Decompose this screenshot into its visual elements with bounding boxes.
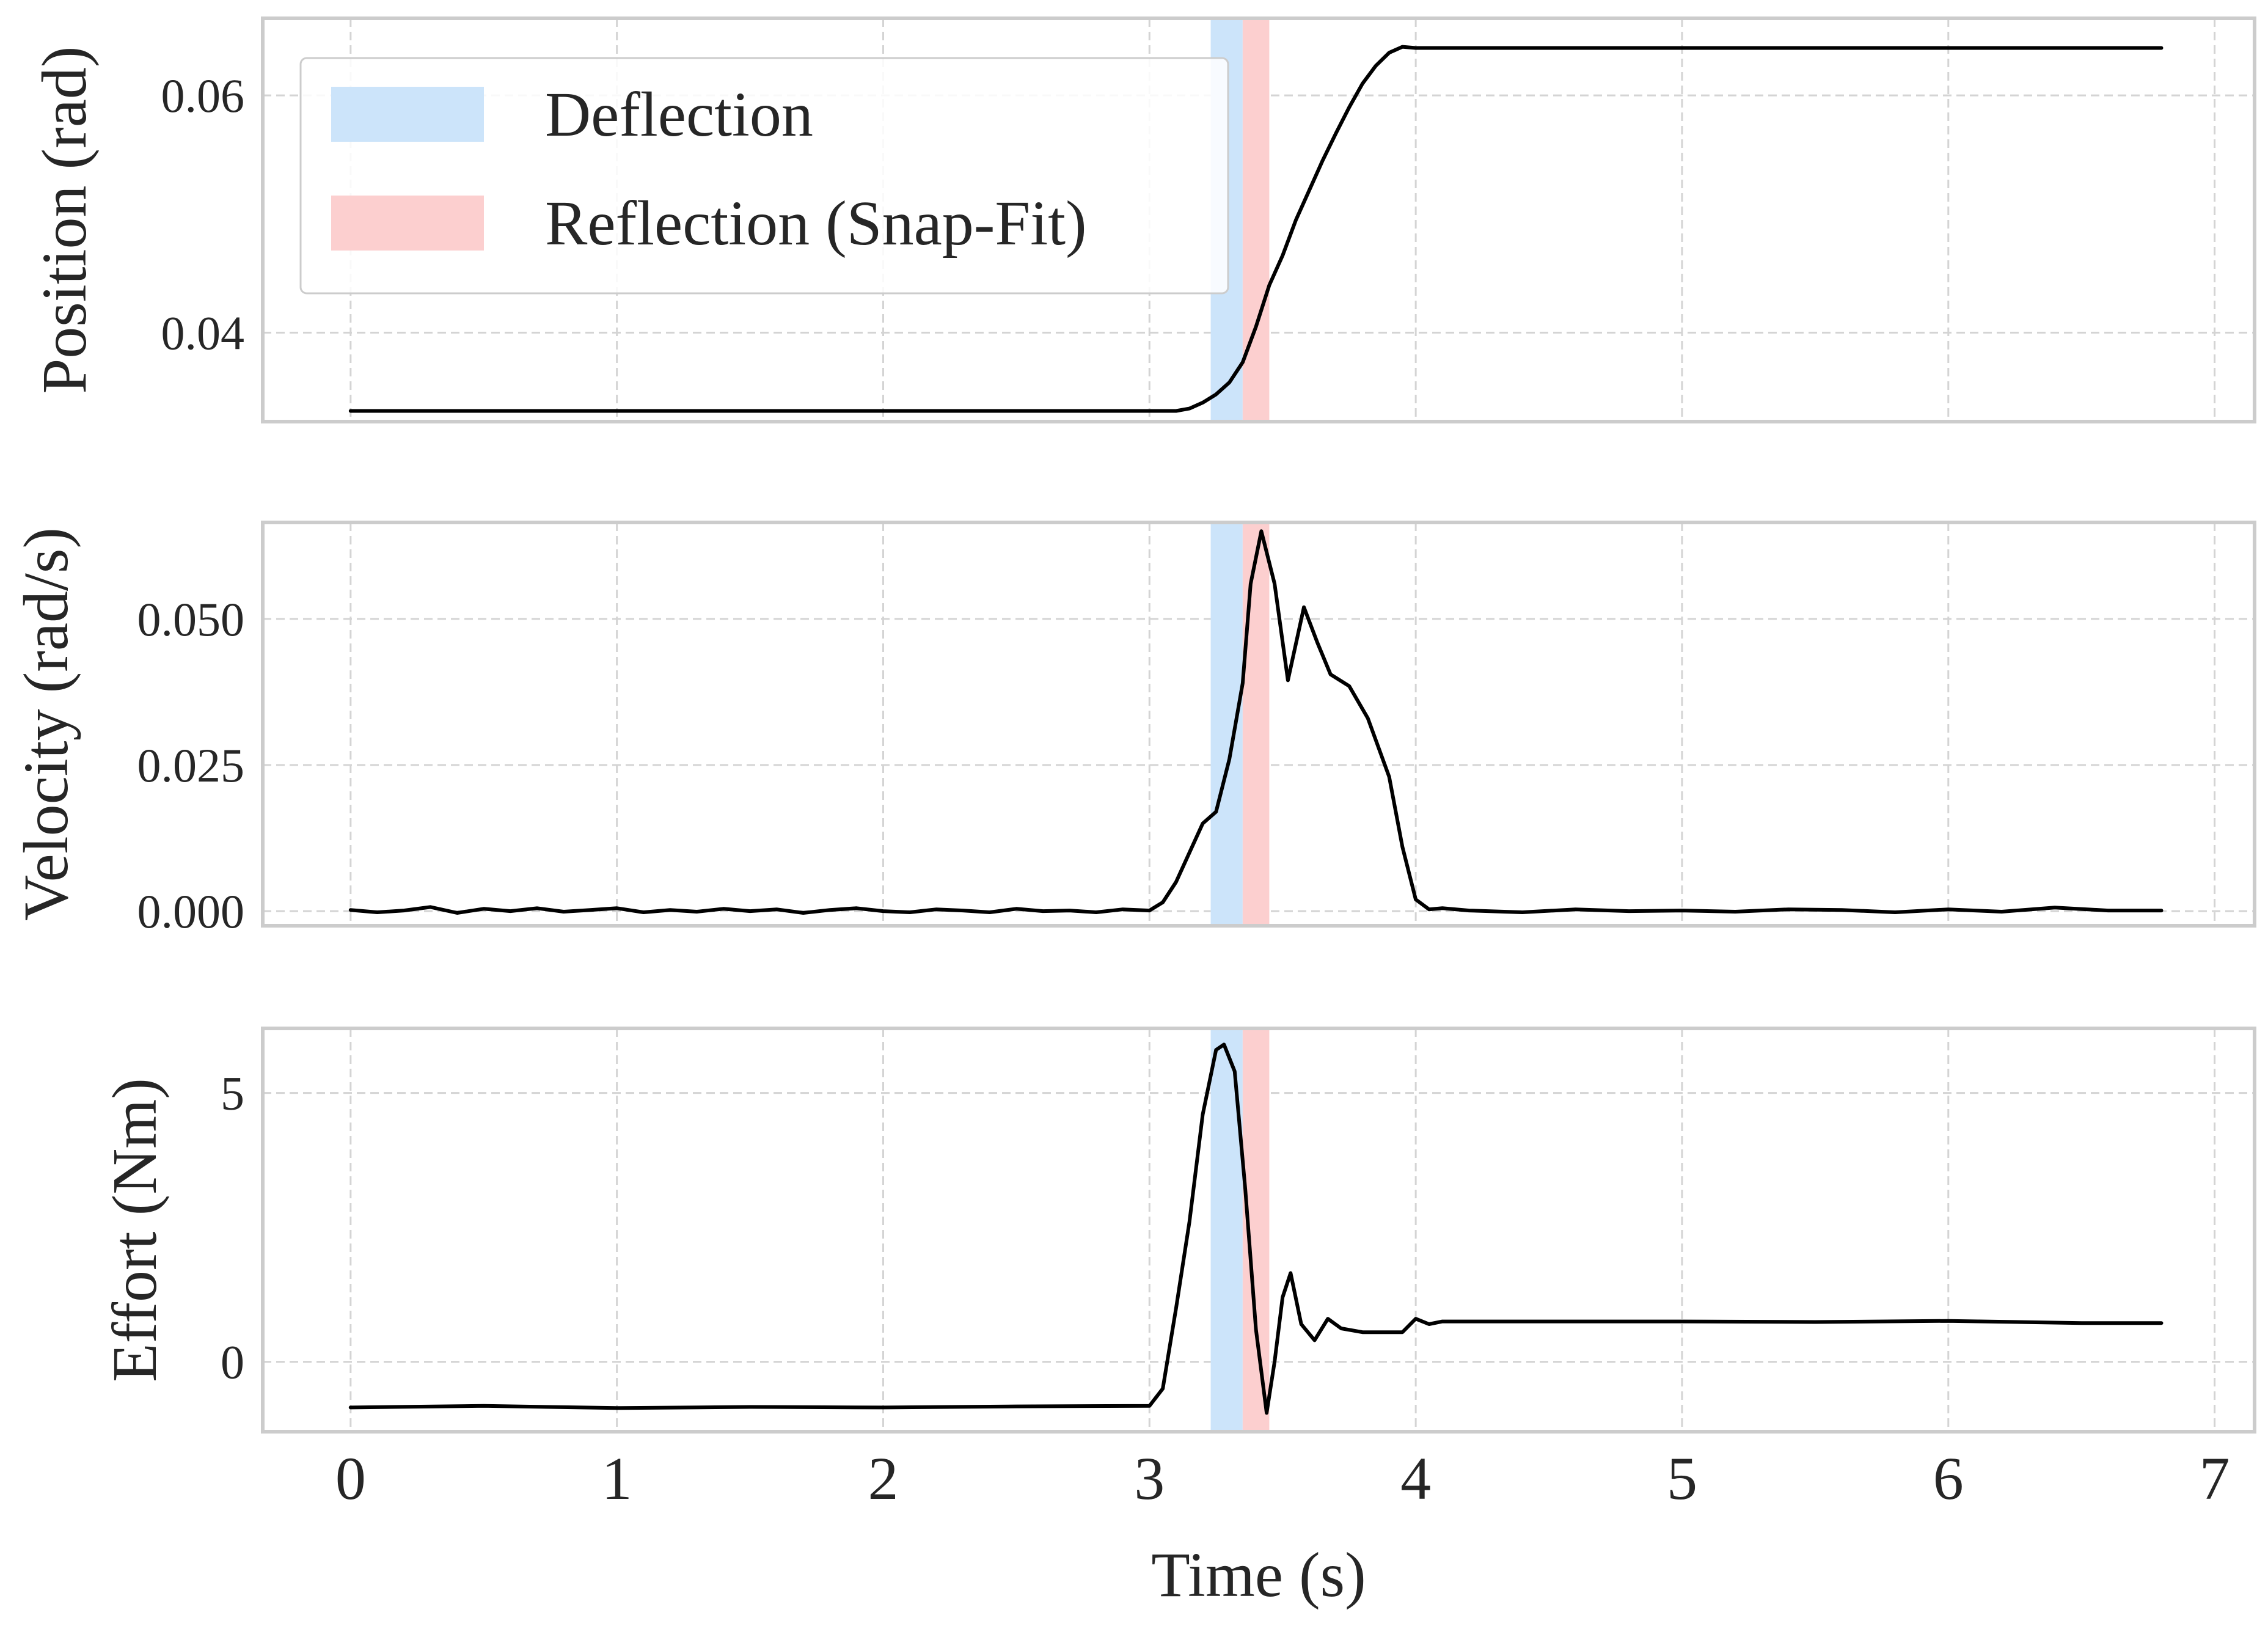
x-tick-label: 1: [602, 1445, 632, 1512]
x-tick-label: 2: [868, 1445, 898, 1512]
x-tick-label: 3: [1134, 1445, 1165, 1512]
x-tick-label: 4: [1400, 1445, 1431, 1512]
legend-label-deflection: Deflection: [545, 79, 813, 150]
legend-swatch-deflection: [331, 87, 484, 142]
x-tick-label: 7: [2200, 1445, 2230, 1512]
legend-frame: [299, 57, 1229, 295]
y-tick-label: 0.025: [137, 739, 245, 792]
reflection-band: [1242, 18, 1270, 422]
panel-2: 0 5 Effort (Nm) 0 1 2 3 4 5 6 7: [100, 1027, 2256, 1512]
y-tick-label: 5: [221, 1067, 244, 1120]
velocity-line: [348, 529, 2164, 915]
y-tick-label: 0: [221, 1336, 244, 1389]
x-tick-label: 6: [1933, 1445, 1964, 1512]
panel-0: 0.04 0.06 Position (rad): [29, 16, 2256, 423]
y-tick-label: 0.06: [161, 69, 245, 122]
deflection-band: [1210, 522, 1243, 926]
reflection-band: [1242, 522, 1270, 926]
panel-frame: [261, 16, 2256, 423]
position-line: [348, 45, 2164, 413]
panel-frame: [261, 521, 2256, 928]
y-axis-label: Velocity (rad/s): [11, 527, 81, 921]
legend-swatch-reflection: [331, 196, 484, 251]
x-axis-label: Time (s): [1151, 1540, 1366, 1610]
chart-panels: 0.04 0.06 Position (rad) 0.000 0.025 0.050 Vel…: [11, 16, 2256, 1512]
effort-line: [348, 1042, 2164, 1415]
panel-1: 0.000 0.025 0.050 Velocity (rad/s): [11, 521, 2256, 938]
legend: Deflection Reflection (Snap-Fit): [299, 57, 1229, 295]
panel-frame: [261, 1027, 2256, 1434]
y-axis-label: Effort (Nm): [100, 1078, 170, 1382]
y-axis-label: Position (rad): [29, 46, 100, 394]
y-tick-label: 0.04: [161, 306, 245, 359]
x-tick-label: 0: [335, 1445, 366, 1512]
y-tick-label: 0.050: [137, 593, 245, 646]
x-tick-label: 5: [1667, 1445, 1697, 1512]
y-tick-label: 0.000: [137, 885, 245, 938]
legend-label-reflection: Reflection (Snap-Fit): [545, 188, 1087, 258]
